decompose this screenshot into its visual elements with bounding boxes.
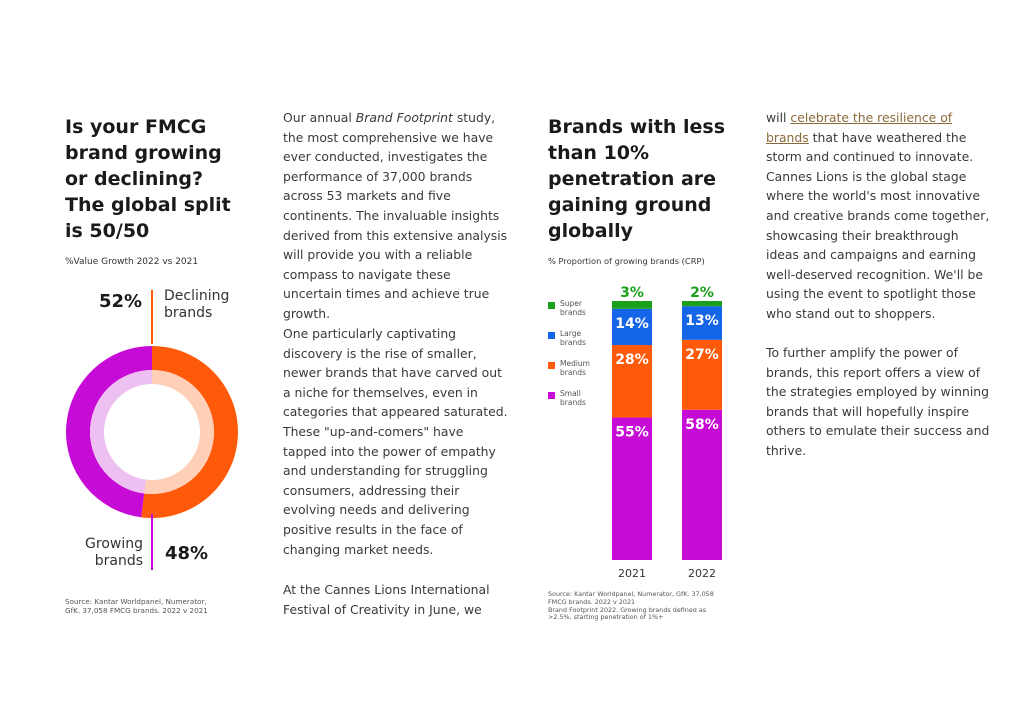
left-source-line: GfK. 37,058 FMCG brands. 2022 v 2021 xyxy=(65,606,208,615)
legend-label: Medium brands xyxy=(560,359,610,377)
legend-swatch xyxy=(548,392,555,399)
data-label-super-brands-2022: 2% xyxy=(690,285,714,301)
legend-swatch xyxy=(548,332,555,339)
growing-label: Growing brands xyxy=(84,536,143,570)
legend-label-line: brands xyxy=(560,307,586,317)
chart-source-line: FMCG brands. 2022 v 2021 xyxy=(548,597,636,606)
cannes-text-rest: that have weathered the storm and contin… xyxy=(766,129,990,321)
legend-label: Large brands xyxy=(560,329,610,347)
legend-label: Small brands xyxy=(560,389,610,407)
cannes-paragraph-start: At the Cannes Lions International Festiv… xyxy=(283,582,490,617)
data-label-small-brands-2022: 58% xyxy=(685,417,719,433)
bar-segment-medium-brands-2021 xyxy=(612,345,652,418)
legend-label-line: Small xyxy=(560,389,581,398)
bar-chart-legend: Super brands Large brands Medium brands Small b… xyxy=(548,299,618,420)
declining-outer-arc xyxy=(141,346,238,518)
legend-label-line: brands xyxy=(560,337,586,347)
intro-text-rest: study, the most comprehensive we have ev… xyxy=(283,110,508,321)
growing-outer-arc xyxy=(65,346,152,518)
data-label-medium-brands-2022: 27% xyxy=(685,347,719,363)
chart-heading: Brands with less than 10% penetration ar… xyxy=(548,114,748,244)
legend-swatch xyxy=(548,362,555,369)
chart-heading-line: globally xyxy=(548,220,633,242)
declining-label: Declining brands xyxy=(164,288,229,322)
chart-heading-line: gaining ground xyxy=(548,194,712,216)
legend-label-line: brands xyxy=(560,397,586,407)
chart-source-line: Source: Kantar Worldpanel, Numerator, Gf… xyxy=(548,590,714,598)
cannes-text-start: will xyxy=(766,110,791,125)
bar-segment-small-brands-2021 xyxy=(612,417,652,560)
bar-segment-large-brands-2021 xyxy=(612,308,652,346)
left-heading-line: Is your FMCG xyxy=(65,116,207,138)
bar-segment-super-brands-2021 xyxy=(612,301,652,309)
left-source-line: Source: Kantar Worldpanel, Numerator, xyxy=(65,597,207,606)
declining-label-line: Declining xyxy=(164,288,230,304)
data-label-small-brands-2021: 55% xyxy=(615,425,649,441)
donut-chart xyxy=(65,290,238,570)
x-tick-label-2021: 2021 xyxy=(618,567,646,580)
donut-subtitle: %Value Growth 2022 vs 2021 xyxy=(65,257,199,267)
declining-inner-arc xyxy=(144,370,214,494)
bar-chart-subtitle: % Proportion of growing brands (CRP) xyxy=(548,256,705,266)
bar-segment-small-brands-2022 xyxy=(682,409,722,560)
bar-segment-medium-brands-2022 xyxy=(682,339,722,410)
stacked-bar-chart: 55% 28% 14% 3% 2021 58% 27% 13% 2% 2022 xyxy=(612,285,722,580)
brand-footprint-title: Brand Footprint xyxy=(355,110,453,125)
left-heading-line: or declining? xyxy=(65,168,204,190)
left-source: Source: Kantar Worldpanel, Numerator, Gf… xyxy=(65,597,208,615)
chart-source: Source: Kantar Worldpanel, Numerator, Gf… xyxy=(548,590,714,622)
bar-segment-super-brands-2022 xyxy=(682,301,722,307)
growing-inner-arc xyxy=(89,370,152,494)
bar-segment-large-brands-2022 xyxy=(682,306,722,340)
cannes-paragraph: will celebrate the resilience of brands … xyxy=(766,108,992,324)
declining-label-line: brands xyxy=(164,305,213,321)
left-heading-line: is 50/50 xyxy=(65,220,150,242)
growing-percentage: 48% xyxy=(165,543,209,564)
chart-source-line: Brand Footprint 2022. Growing brands def… xyxy=(548,605,707,614)
data-label-large-brands-2021: 14% xyxy=(615,316,649,332)
legend-label-line: Super xyxy=(560,299,582,308)
data-label-large-brands-2022: 13% xyxy=(685,313,719,329)
declining-percentage: 52% xyxy=(99,291,143,312)
left-heading: Is your FMCG brand growing or declining?… xyxy=(65,114,265,244)
intro-paragraph: Our annual Brand Footprint study, the mo… xyxy=(283,108,511,324)
chart-heading-line: Brands with less xyxy=(548,116,726,138)
chart-heading-line: penetration are xyxy=(548,168,717,190)
data-label-medium-brands-2021: 28% xyxy=(615,352,649,368)
discovery-paragraph: One particularly captivating discovery i… xyxy=(283,326,508,557)
intro-text-start: Our annual xyxy=(283,110,356,125)
x-tick-label-2022: 2022 xyxy=(688,567,716,580)
growing-label-line: brands xyxy=(94,553,143,569)
data-label-super-brands-2021: 3% xyxy=(620,285,644,301)
amplify-paragraph: To further amplify the power of brands, … xyxy=(766,345,990,458)
legend-label-line: Large xyxy=(560,329,582,338)
celebrate-resilience-link[interactable]: celebrate the resilience of brands xyxy=(766,110,953,145)
legend-label-line: Medium xyxy=(560,359,590,368)
left-heading-line: brand growing xyxy=(65,142,222,164)
legend-label-line: brands xyxy=(560,367,586,377)
chart-source-line: >2.5%, starting penetration of 1%+ xyxy=(548,613,664,622)
left-heading-line: The global split xyxy=(65,194,231,216)
legend-label: Super brands xyxy=(560,299,610,317)
growing-label-line: Growing xyxy=(85,536,143,552)
legend-swatch xyxy=(548,302,555,309)
chart-heading-line: than 10% xyxy=(548,142,650,164)
